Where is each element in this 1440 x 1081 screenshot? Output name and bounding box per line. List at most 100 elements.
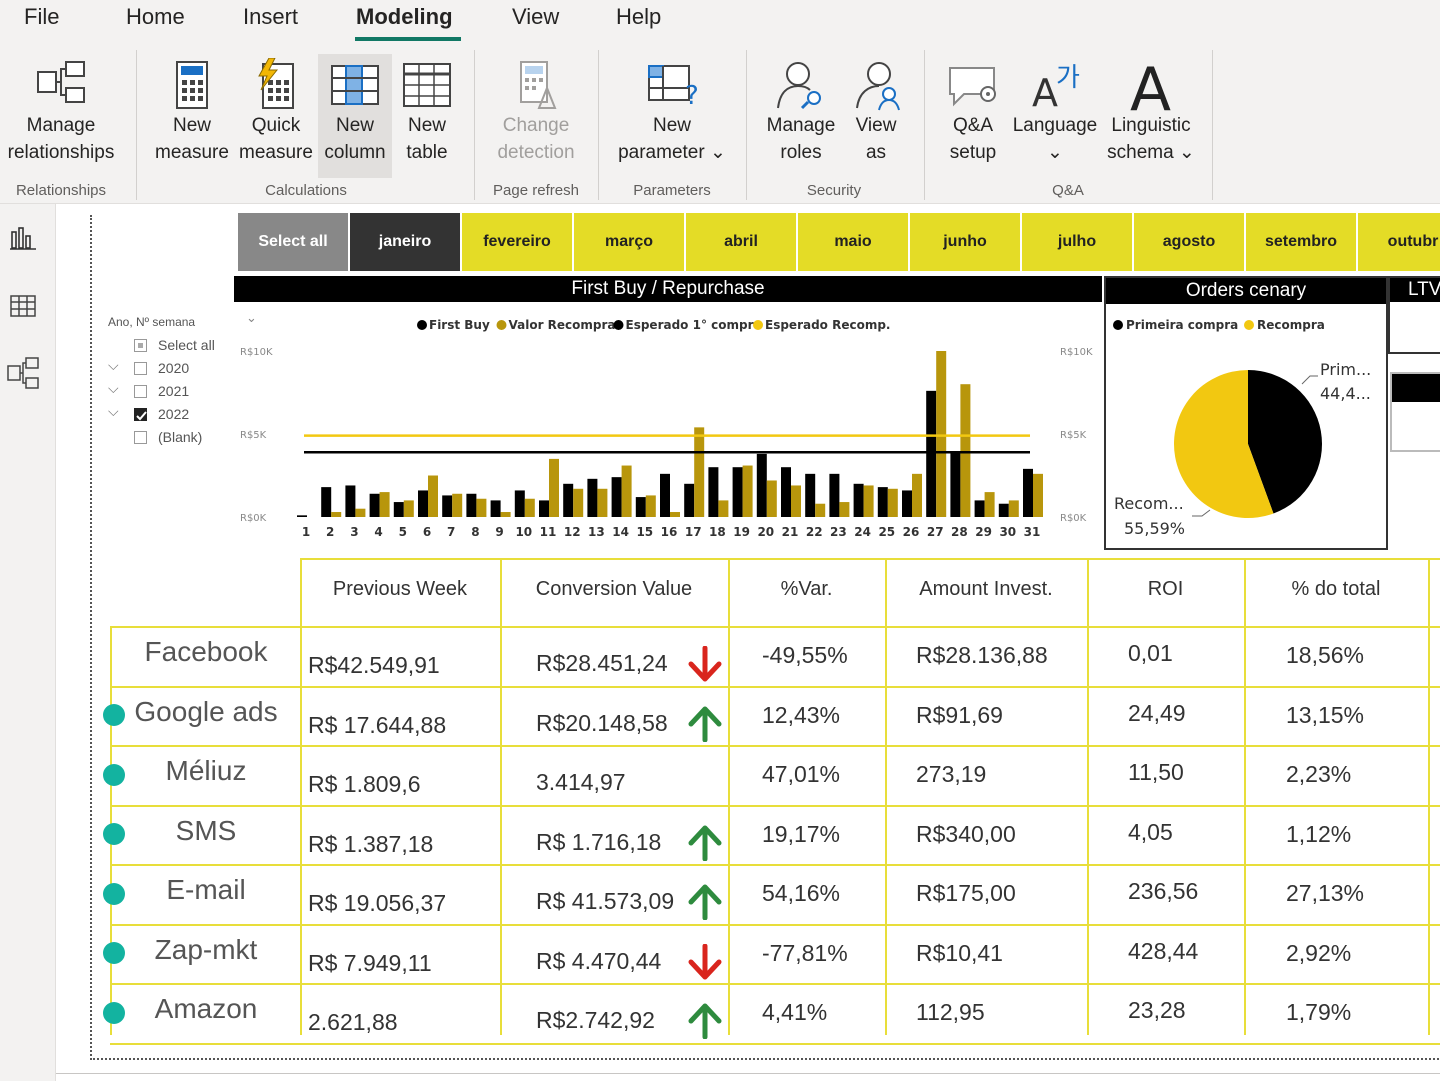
bar-first-buy[interactable] [466,493,477,517]
bar-valor-recompra[interactable] [718,500,729,517]
bar-valor-recompra[interactable] [936,351,947,517]
bar-first-buy[interactable] [756,453,767,517]
month-button-9[interactable]: setembro [1246,213,1358,271]
bar-first-buy[interactable] [393,502,404,517]
bar-first-buy[interactable] [974,500,985,517]
manage-relationships-button[interactable]: Manage relationships [2,58,120,166]
bar-first-buy[interactable] [853,483,864,517]
bar-valor-recompra[interactable] [573,488,584,517]
month-button-8[interactable]: agosto [1134,213,1246,271]
view-as-button[interactable]: View as [846,58,906,166]
month-button-6[interactable]: junho [910,213,1022,271]
linguistic-schema-button[interactable]: A Linguistic schema ⌄ [1102,58,1200,166]
bar-valor-recompra[interactable] [1008,500,1019,517]
qa-setup-button[interactable]: Q&A setup [936,58,1010,166]
menu-view[interactable]: View [512,4,560,29]
new-measure-button[interactable]: New measure [152,58,232,166]
quick-measure-button[interactable]: Quick measure [236,58,316,166]
bar-valor-recompra[interactable] [597,488,608,517]
column-header[interactable]: % do total [1291,578,1381,600]
orders-cenary-pie-chart[interactable]: Primeira compra Recompra Prim... 44,4... Rec… [1106,304,1386,548]
bar-valor-recompra[interactable] [742,465,753,517]
bar-valor-recompra[interactable] [912,473,922,517]
month-button-7[interactable]: julho [1022,213,1134,271]
bar-first-buy[interactable] [902,490,912,517]
bar-valor-recompra[interactable] [331,512,342,517]
bar-first-buy[interactable] [660,473,670,517]
report-view-icon[interactable] [9,224,37,252]
bar-first-buy[interactable] [732,467,743,517]
bar-first-buy[interactable] [998,503,1009,517]
first-buy-repurchase-chart[interactable]: First Buy Valor Recompra Esperado 1° compr… [234,304,1102,544]
bar-valor-recompra[interactable] [839,502,850,517]
bar-first-buy[interactable] [442,495,453,517]
manage-roles-button[interactable]: Manage roles [758,58,844,166]
bar-first-buy[interactable] [418,490,428,517]
new-column-button[interactable]: New column [318,54,392,178]
bar-first-buy[interactable] [781,467,791,517]
bar-first-buy[interactable] [950,452,961,517]
slicer-dropdown-icon[interactable]: ⌄ [246,310,257,325]
bar-first-buy[interactable] [297,515,307,517]
slicer-expand-icon[interactable]: ⌵ [108,403,119,419]
bar-first-buy[interactable] [514,490,525,517]
bar-first-buy[interactable] [345,485,356,517]
bar-first-buy[interactable] [684,483,695,517]
bar-first-buy[interactable] [829,473,840,517]
bar-first-buy[interactable] [877,487,888,517]
bar-first-buy[interactable] [1023,468,1033,517]
column-header[interactable]: Amount Invest. [919,578,1053,600]
bar-valor-recompra[interactable] [621,465,632,517]
bar-first-buy[interactable] [563,483,574,517]
bar-first-buy[interactable] [369,493,380,517]
bar-valor-recompra[interactable] [452,493,463,517]
bar-valor-recompra[interactable] [645,495,656,517]
bar-valor-recompra[interactable] [355,508,366,517]
slicer-expand-icon[interactable]: ⌵ [108,357,119,373]
menu-modeling[interactable]: Modeling [356,4,453,29]
bar-valor-recompra[interactable] [524,498,535,517]
month-button-0[interactable]: Select all [238,213,350,271]
data-view-icon[interactable] [9,292,37,320]
change-detection-button[interactable]: Change detection [486,58,586,166]
slicer-checkbox-4[interactable] [134,431,147,444]
bar-valor-recompra[interactable] [549,458,559,517]
slicer-checkbox-3[interactable] [134,408,147,421]
bar-valor-recompra[interactable] [670,512,680,517]
slicer-expand-icon[interactable]: ⌵ [108,380,119,396]
bar-first-buy[interactable] [490,500,501,517]
bar-valor-recompra[interactable] [887,488,898,517]
new-table-button[interactable]: New table [394,58,460,166]
bar-first-buy[interactable] [635,497,646,517]
bar-first-buy[interactable] [587,478,598,517]
pie-slice[interactable] [1248,370,1322,514]
menu-help[interactable]: Help [616,4,662,29]
bar-valor-recompra[interactable] [815,503,826,517]
column-header[interactable]: %Var. [780,578,833,600]
column-header[interactable]: ROI [1147,578,1184,600]
bar-valor-recompra[interactable] [1033,473,1043,517]
bar-valor-recompra[interactable] [379,492,390,517]
bar-first-buy[interactable] [805,473,816,517]
bar-valor-recompra[interactable] [984,492,995,517]
model-view-icon[interactable] [7,356,39,390]
slicer-checkbox-2[interactable] [134,385,147,398]
bar-first-buy[interactable] [708,467,719,517]
bar-valor-recompra[interactable] [403,500,414,517]
bar-valor-recompra[interactable] [791,485,801,517]
bar-first-buy[interactable] [611,477,622,517]
month-button-1[interactable]: janeiro [350,213,462,271]
bar-valor-recompra[interactable] [500,512,511,517]
column-header[interactable]: Conversion Value [535,578,693,600]
bar-valor-recompra[interactable] [694,427,705,517]
bar-valor-recompra[interactable] [428,475,438,518]
menu-insert[interactable]: Insert [243,4,299,29]
bar-valor-recompra[interactable] [766,480,777,517]
bar-first-buy[interactable] [321,487,332,517]
bar-valor-recompra[interactable] [476,498,487,517]
menu-file[interactable]: File [24,4,60,29]
month-button-2[interactable]: fevereiro [462,213,574,271]
pie-slice[interactable] [1174,370,1274,518]
month-button-5[interactable]: maio [798,213,910,271]
month-button-3[interactable]: março [574,213,686,271]
